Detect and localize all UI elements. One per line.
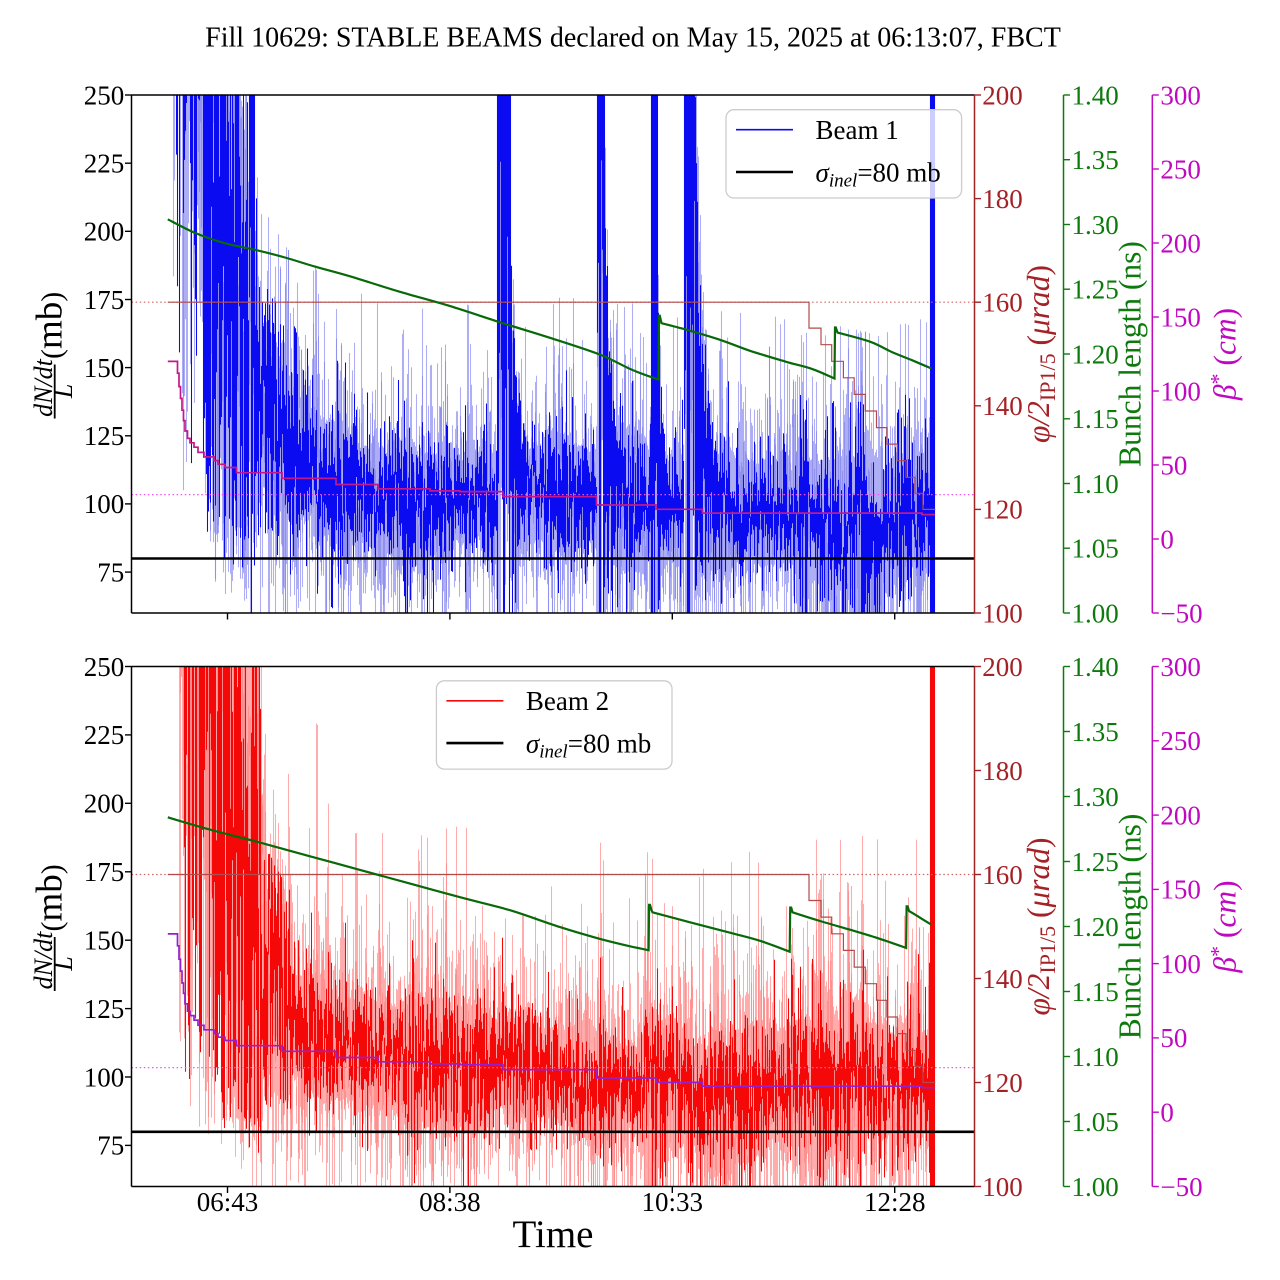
svg-text:1.00: 1.00 — [1072, 598, 1119, 628]
svg-text:140: 140 — [982, 391, 1023, 421]
svg-text:(mb): (mb) — [30, 864, 71, 931]
svg-text:σinel=80 mb: σinel=80 mb — [816, 157, 941, 191]
svg-text:300: 300 — [1160, 80, 1201, 110]
svg-text:100: 100 — [1160, 949, 1201, 979]
svg-text:200: 200 — [1160, 800, 1201, 830]
svg-text:150: 150 — [1160, 875, 1201, 905]
svg-text:200: 200 — [1160, 228, 1201, 258]
svg-text:1.15: 1.15 — [1072, 404, 1119, 434]
svg-text:175: 175 — [84, 285, 125, 315]
svg-text:1.40: 1.40 — [1072, 652, 1119, 682]
svg-text:08:38: 08:38 — [419, 1187, 481, 1217]
svg-text:φ/2IP1/5 (μrad): φ/2IP1/5 (μrad) — [1021, 837, 1060, 1015]
svg-text:125: 125 — [84, 994, 125, 1024]
svg-text:120: 120 — [982, 1068, 1023, 1098]
svg-text:L: L — [49, 384, 78, 399]
svg-text:140: 140 — [982, 964, 1023, 994]
svg-text:50: 50 — [1160, 1023, 1187, 1053]
svg-text:150: 150 — [1160, 302, 1201, 332]
svg-text:dN/dt: dN/dt — [29, 931, 58, 990]
svg-text:1.15: 1.15 — [1072, 977, 1119, 1007]
svg-text:1.10: 1.10 — [1072, 1042, 1119, 1072]
svg-text:1.05: 1.05 — [1072, 1107, 1119, 1137]
svg-text:160: 160 — [982, 288, 1023, 318]
svg-text:125: 125 — [84, 421, 125, 451]
svg-text:1.00: 1.00 — [1072, 1172, 1119, 1202]
svg-text:300: 300 — [1160, 652, 1201, 682]
svg-text:120: 120 — [982, 495, 1023, 525]
svg-text:180: 180 — [982, 184, 1023, 214]
svg-text:100: 100 — [1160, 376, 1201, 406]
svg-text:Beam 1: Beam 1 — [816, 115, 899, 145]
svg-text:150: 150 — [84, 353, 125, 383]
svg-text:L: L — [49, 956, 78, 971]
svg-text:1.30: 1.30 — [1072, 210, 1119, 240]
svg-text:−50: −50 — [1160, 598, 1202, 628]
svg-text:200: 200 — [982, 652, 1023, 682]
svg-text:10:33: 10:33 — [642, 1187, 704, 1217]
svg-text:Beam 2: Beam 2 — [526, 686, 609, 716]
svg-text:−50: −50 — [1160, 1172, 1202, 1202]
svg-text:Bunch length (ns): Bunch length (ns) — [1113, 814, 1148, 1040]
svg-text:(mb): (mb) — [30, 292, 71, 359]
svg-text:1.25: 1.25 — [1072, 847, 1119, 877]
svg-text:Time: Time — [513, 1213, 594, 1256]
svg-text:0: 0 — [1160, 1098, 1174, 1128]
svg-text:200: 200 — [84, 217, 125, 247]
svg-text:100: 100 — [84, 489, 125, 519]
svg-text:Fill 10629: STABLE BEAMS decla: Fill 10629: STABLE BEAMS declared on May… — [205, 23, 1061, 54]
svg-text:150: 150 — [84, 926, 125, 956]
svg-text:1.20: 1.20 — [1072, 339, 1119, 369]
svg-text:225: 225 — [84, 149, 125, 179]
svg-text:225: 225 — [84, 720, 125, 750]
svg-text:dN/dt: dN/dt — [29, 358, 58, 417]
svg-text:50: 50 — [1160, 450, 1187, 480]
svg-text:1.35: 1.35 — [1072, 717, 1119, 747]
svg-text:175: 175 — [84, 857, 125, 887]
svg-text:100: 100 — [982, 1172, 1023, 1202]
svg-text:1.10: 1.10 — [1072, 469, 1119, 499]
svg-text:β* (cm): β* (cm) — [1206, 308, 1243, 401]
svg-text:1.05: 1.05 — [1072, 534, 1119, 564]
svg-text:250: 250 — [1160, 726, 1201, 756]
svg-text:180: 180 — [982, 756, 1023, 786]
svg-text:1.30: 1.30 — [1072, 782, 1119, 812]
svg-text:12:28: 12:28 — [864, 1187, 926, 1217]
svg-text:250: 250 — [84, 80, 125, 110]
svg-text:200: 200 — [84, 789, 125, 819]
svg-text:1.20: 1.20 — [1072, 912, 1119, 942]
svg-text:250: 250 — [1160, 154, 1201, 184]
svg-text:1.35: 1.35 — [1072, 145, 1119, 175]
svg-text:160: 160 — [982, 860, 1023, 890]
svg-text:06:43: 06:43 — [197, 1187, 259, 1217]
svg-text:β* (cm): β* (cm) — [1206, 880, 1243, 973]
svg-text:σinel=80 mb: σinel=80 mb — [526, 728, 651, 762]
svg-text:1.40: 1.40 — [1072, 80, 1119, 110]
svg-text:100: 100 — [982, 598, 1023, 628]
svg-text:250: 250 — [84, 652, 125, 682]
svg-text:1.25: 1.25 — [1072, 275, 1119, 305]
svg-text:200: 200 — [982, 80, 1023, 110]
svg-text:75: 75 — [97, 557, 124, 587]
svg-text:100: 100 — [84, 1062, 125, 1092]
svg-text:Bunch length (ns): Bunch length (ns) — [1113, 241, 1148, 467]
svg-text:φ/2IP1/5 (μrad): φ/2IP1/5 (μrad) — [1021, 265, 1060, 443]
svg-text:75: 75 — [97, 1131, 124, 1161]
svg-text:0: 0 — [1160, 524, 1174, 554]
